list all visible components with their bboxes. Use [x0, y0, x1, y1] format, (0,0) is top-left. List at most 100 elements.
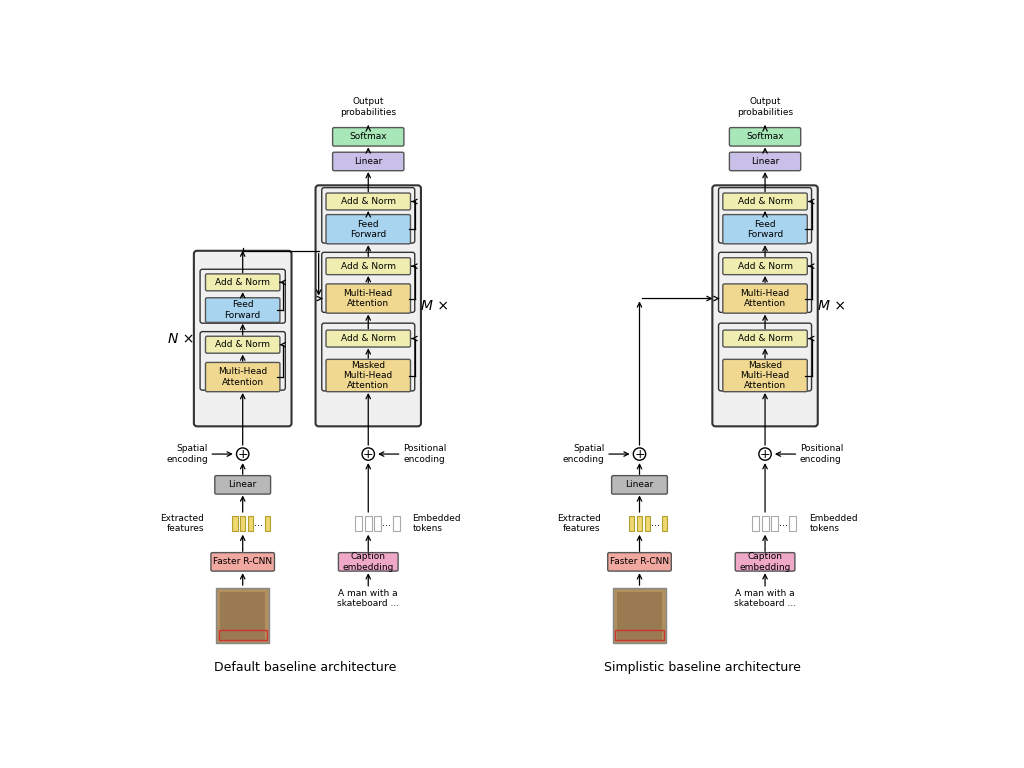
Bar — [355, 515, 362, 531]
Text: Extracted
features: Extracted features — [160, 514, 204, 533]
Bar — [753, 515, 759, 531]
FancyBboxPatch shape — [211, 553, 274, 571]
FancyBboxPatch shape — [713, 185, 818, 426]
FancyBboxPatch shape — [729, 152, 801, 170]
Text: Simplistic baseline architecture: Simplistic baseline architecture — [604, 660, 801, 674]
Text: Output
probabilities: Output probabilities — [737, 98, 794, 117]
Text: Caption
embedding: Caption embedding — [739, 552, 791, 571]
Text: +: + — [362, 448, 374, 461]
FancyBboxPatch shape — [194, 251, 292, 426]
Text: Embedded
tokens: Embedded tokens — [809, 514, 858, 533]
FancyBboxPatch shape — [723, 258, 807, 275]
Text: Add & Norm: Add & Norm — [341, 334, 395, 343]
FancyBboxPatch shape — [723, 193, 807, 210]
Text: Embedded
tokens: Embedded tokens — [413, 514, 461, 533]
FancyBboxPatch shape — [723, 284, 807, 313]
FancyBboxPatch shape — [735, 553, 795, 571]
Text: Masked
Multi-Head
Attention: Masked Multi-Head Attention — [344, 361, 393, 390]
Bar — [232, 515, 238, 531]
Bar — [365, 515, 372, 531]
Bar — [392, 515, 399, 531]
Text: Feed
Forward: Feed Forward — [746, 220, 783, 239]
Text: +: + — [760, 448, 770, 461]
Text: ...: ... — [382, 518, 391, 528]
Text: Multi-Head
Attention: Multi-Head Attention — [218, 367, 267, 387]
Text: Linear: Linear — [751, 157, 779, 166]
Text: Add & Norm: Add & Norm — [737, 334, 793, 343]
Bar — [374, 515, 381, 531]
FancyBboxPatch shape — [326, 193, 411, 210]
FancyBboxPatch shape — [216, 588, 269, 644]
Text: A man with a
skateboard ...: A man with a skateboard ... — [337, 589, 399, 608]
Text: N ×: N × — [168, 332, 195, 346]
Bar — [771, 515, 778, 531]
Text: Faster R-CNN: Faster R-CNN — [213, 558, 272, 566]
Text: Add & Norm: Add & Norm — [341, 262, 395, 270]
Text: Add & Norm: Add & Norm — [737, 262, 793, 270]
FancyBboxPatch shape — [206, 298, 280, 323]
Bar — [637, 515, 642, 531]
Text: M ×: M × — [818, 299, 846, 313]
Text: A man with a
skateboard ...: A man with a skateboard ... — [734, 589, 796, 608]
FancyBboxPatch shape — [333, 152, 403, 170]
Circle shape — [237, 448, 249, 460]
FancyBboxPatch shape — [613, 588, 666, 644]
Circle shape — [759, 448, 771, 460]
Text: Faster R-CNN: Faster R-CNN — [610, 558, 669, 566]
FancyBboxPatch shape — [333, 127, 403, 146]
Text: Positional
encoding: Positional encoding — [403, 445, 446, 464]
Text: Linear: Linear — [228, 480, 257, 489]
FancyBboxPatch shape — [723, 330, 807, 347]
Text: Positional
encoding: Positional encoding — [800, 445, 844, 464]
Text: Softmax: Softmax — [746, 132, 783, 141]
Bar — [219, 630, 266, 641]
Text: ...: ... — [779, 518, 787, 528]
Bar — [662, 515, 667, 531]
Circle shape — [362, 448, 375, 460]
Text: Add & Norm: Add & Norm — [215, 278, 270, 287]
FancyBboxPatch shape — [326, 359, 411, 392]
FancyBboxPatch shape — [326, 284, 411, 313]
Text: Add & Norm: Add & Norm — [341, 197, 395, 206]
Text: Caption
embedding: Caption embedding — [343, 552, 394, 571]
Bar — [762, 515, 769, 531]
FancyBboxPatch shape — [326, 214, 411, 244]
Text: +: + — [238, 448, 248, 461]
Text: Add & Norm: Add & Norm — [215, 340, 270, 349]
Bar — [629, 515, 635, 531]
FancyBboxPatch shape — [206, 362, 280, 392]
Text: ...: ... — [254, 518, 263, 528]
Text: Multi-Head
Attention: Multi-Head Attention — [740, 289, 790, 308]
Text: Add & Norm: Add & Norm — [737, 197, 793, 206]
Bar — [240, 515, 246, 531]
FancyBboxPatch shape — [723, 214, 807, 244]
Text: Linear: Linear — [354, 157, 382, 166]
Bar — [644, 515, 650, 531]
FancyBboxPatch shape — [315, 185, 421, 426]
Text: ...: ... — [651, 518, 659, 528]
Bar — [265, 515, 270, 531]
Text: Multi-Head
Attention: Multi-Head Attention — [344, 289, 393, 308]
FancyBboxPatch shape — [206, 274, 280, 291]
Text: Softmax: Softmax — [349, 132, 387, 141]
Text: Masked
Multi-Head
Attention: Masked Multi-Head Attention — [740, 361, 790, 390]
Text: +: + — [634, 448, 645, 461]
Bar — [248, 515, 253, 531]
Text: Feed
Forward: Feed Forward — [224, 300, 261, 319]
Bar — [615, 630, 664, 641]
FancyBboxPatch shape — [723, 359, 807, 392]
Text: M ×: M × — [421, 299, 449, 313]
Text: Linear: Linear — [626, 480, 653, 489]
Text: Default baseline architecture: Default baseline architecture — [214, 660, 396, 674]
Text: Feed
Forward: Feed Forward — [350, 220, 386, 239]
Text: Spatial
encoding: Spatial encoding — [563, 445, 604, 464]
Bar — [790, 515, 797, 531]
Circle shape — [633, 448, 646, 460]
FancyBboxPatch shape — [338, 553, 398, 571]
FancyBboxPatch shape — [215, 475, 270, 494]
Text: Spatial
encoding: Spatial encoding — [166, 445, 208, 464]
FancyBboxPatch shape — [326, 258, 411, 275]
FancyBboxPatch shape — [326, 330, 411, 347]
FancyBboxPatch shape — [607, 553, 672, 571]
Bar — [617, 592, 662, 640]
